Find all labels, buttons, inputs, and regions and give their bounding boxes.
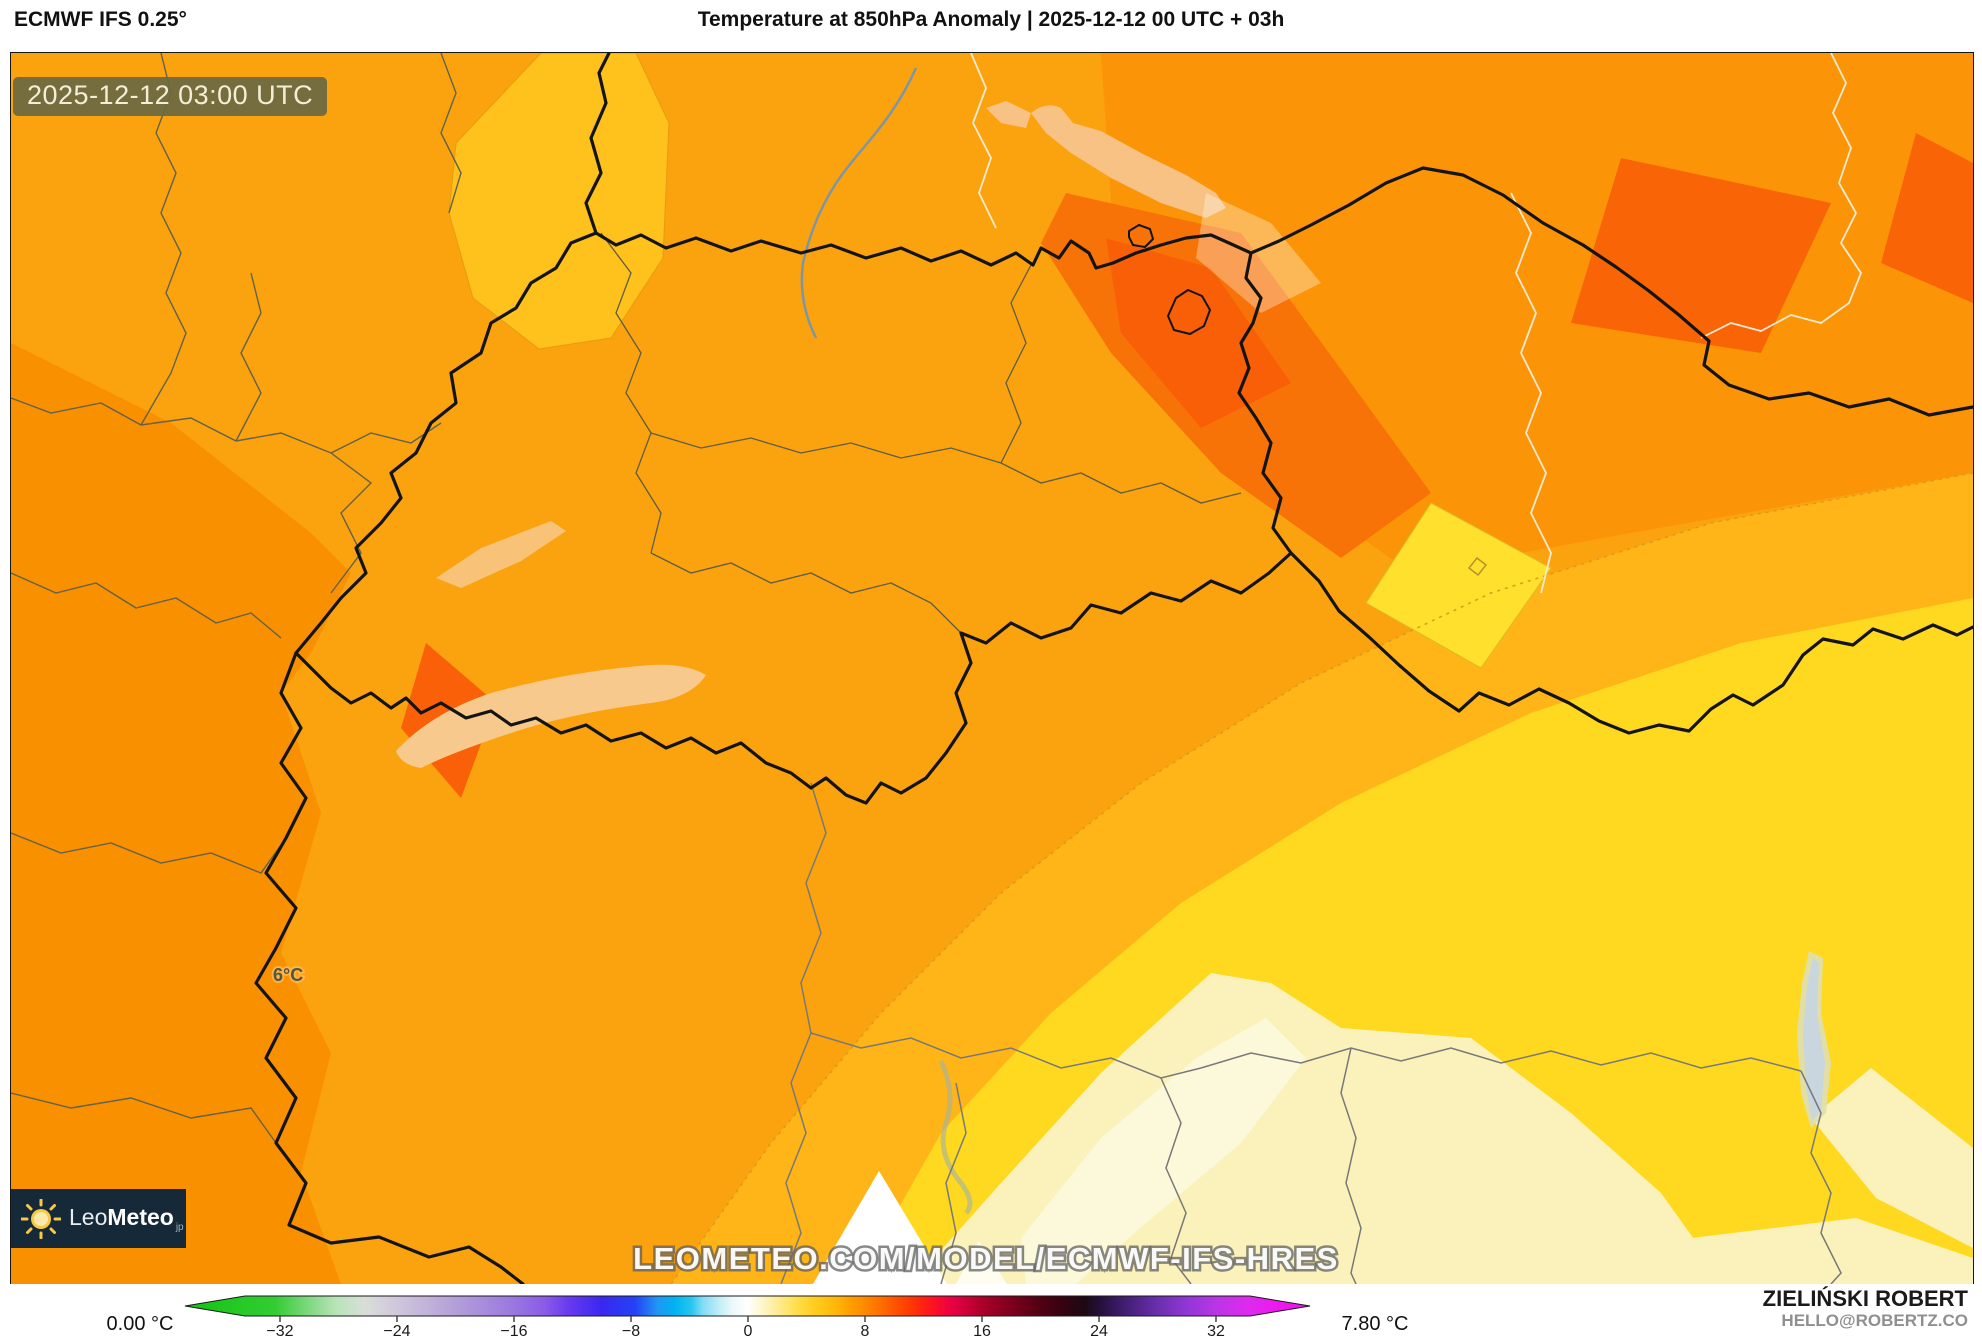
lake-neuchatel: [436, 521, 566, 588]
colorbar-tick-labels: −32 −24 −16 −8 0 8 16 24 32: [266, 1323, 1225, 1340]
tick-label: 16: [973, 1323, 991, 1338]
tick-label: −8: [622, 1323, 640, 1338]
contour-value-label: 6°C: [273, 965, 303, 985]
switzerland-border: [294, 231, 1293, 805]
logo-text: LeoMeteo jp: [69, 1203, 184, 1234]
leometeo-logo: LeoMeteo jp: [11, 1189, 186, 1248]
map-canvas: 6°C LEOMETEO.COM/MODEL/ECMWF-IFS-HRES: [11, 53, 1973, 1284]
regional-borders-italy: [780, 782, 1842, 1284]
lake-constance: [1031, 105, 1226, 218]
liechtenstein-border: [1167, 289, 1211, 335]
river-rhine: [800, 67, 918, 339]
regional-borders-switzerland: [600, 232, 1242, 634]
weather-map: 6°C LEOMETEO.COM/MODEL/ECMWF-IFS-HRES 20…: [10, 52, 1974, 1285]
scale-min-value: 0.00 °C: [107, 1313, 174, 1335]
tick-label: 8: [861, 1323, 870, 1338]
author-name: ZIELIŃSKI ROBERT: [1762, 1286, 1968, 1311]
author-email: HELLO@ROBERTZ.CO: [1781, 1311, 1968, 1331]
national-borders: [254, 53, 1973, 1284]
watermark-text: LEOMETEO.COM/MODEL/ECMWF-IFS-HRES: [633, 1241, 1339, 1276]
tick-label: −24: [383, 1323, 410, 1338]
germany-austria-border: [1249, 166, 1973, 417]
austria-italy-border: [1289, 551, 1973, 735]
france-italy-border: [254, 651, 525, 1284]
scale-max-value: 7.80 °C: [1342, 1313, 1409, 1335]
model-label: ECMWF IFS 0.25°: [14, 8, 187, 31]
tick-label: −16: [500, 1323, 527, 1338]
lakes: [396, 67, 1831, 1215]
page-title: Temperature at 850hPa Anomaly | 2025-12-…: [697, 8, 1285, 31]
anomaly-fill-patches: [11, 53, 1973, 1284]
lake-geneva: [396, 664, 706, 768]
tick-label: −32: [266, 1323, 293, 1338]
tick-label: 32: [1207, 1323, 1225, 1338]
timestamp-badge: 2025-12-12 03:00 UTC: [13, 77, 328, 116]
schaffhausen-enclave: [1128, 224, 1154, 248]
tick-label: 0: [744, 1323, 753, 1338]
colorbar-tick-marks: [279, 1316, 1217, 1322]
credits-block: ZIELIŃSKI ROBERT HELLO@ROBERTZ.CO: [1763, 1286, 1968, 1331]
tick-label: 24: [1090, 1323, 1108, 1338]
colorbar-gradient-bar: [184, 1295, 1311, 1317]
river-po: [938, 1059, 973, 1215]
regional-borders-germany-austria: [970, 53, 1863, 594]
france-germany-border: [584, 53, 611, 235]
colorbar: −32 −24 −16 −8 0 8 16 24 32 0.00 °C 7.80…: [107, 1295, 1409, 1340]
regional-borders-france: [11, 53, 462, 1144]
colorbar-panel: −32 −24 −16 −8 0 8 16 24 32 0.00 °C 7.80…: [0, 1284, 1982, 1340]
contour-dotted-line: [670, 472, 1973, 1284]
sun-icon: [21, 1198, 61, 1239]
